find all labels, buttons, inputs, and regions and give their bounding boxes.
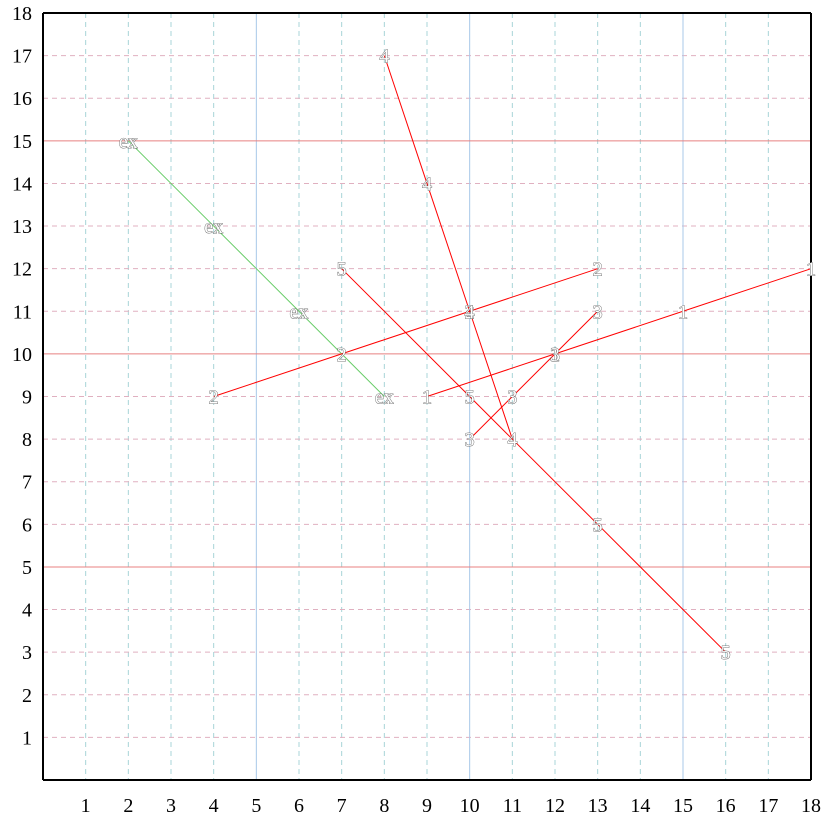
- point-label-series-0: ex: [204, 216, 223, 238]
- y-tick-label: 6: [22, 514, 32, 536]
- y-tick-label: 1: [22, 727, 32, 749]
- x-tick-label: 10: [460, 795, 480, 817]
- point-label-series-1: 1: [806, 259, 816, 281]
- y-tick-label: 14: [12, 173, 32, 195]
- point-label-series-0: ex: [290, 301, 309, 323]
- y-tick-label: 10: [12, 344, 32, 366]
- series-line-5: [341, 268, 727, 653]
- point-label-series-1: 1: [678, 301, 688, 323]
- point-label-series-3: 3: [507, 387, 517, 409]
- series-line-3: [469, 310, 599, 440]
- y-tick-label: 17: [12, 46, 32, 68]
- y-tick-label: 5: [22, 557, 32, 579]
- series-line-1: [426, 268, 812, 397]
- y-tick-label: 12: [12, 259, 32, 281]
- y-tick-label: 7: [22, 472, 32, 494]
- point-label-series-5: 5: [465, 387, 475, 409]
- point-label-series-0: ex: [119, 131, 138, 153]
- x-tick-label: 9: [422, 795, 432, 817]
- point-label-series-0: ex: [375, 387, 394, 409]
- point-label-series-3: 3: [550, 344, 560, 366]
- x-tick-label: 6: [294, 795, 304, 817]
- x-tick-label: 8: [379, 795, 389, 817]
- point-label-series-2: 2: [337, 344, 347, 366]
- point-label-series-3: 3: [465, 429, 475, 451]
- axes: 1 2 3 4 5 6 7 8 9 10 11 12 13 14 15 16 17 181234567891011…: [12, 3, 821, 817]
- x-tick-label: 17: [758, 795, 778, 817]
- point-label-series-5: 5: [337, 259, 347, 281]
- point-label-series-3: 3: [593, 301, 603, 323]
- point-label-series-1: 1: [550, 344, 560, 366]
- x-tick-label: 14: [630, 795, 650, 817]
- point-label-series-1: 1: [422, 387, 432, 409]
- point-label-series-2: 2: [593, 259, 603, 281]
- grid: [43, 13, 811, 780]
- series-line-4: [383, 55, 513, 440]
- point-label-series-4: 4: [507, 429, 517, 451]
- y-tick-label: 11: [13, 301, 32, 323]
- series-lines: [127, 55, 812, 653]
- x-tick-label: 7: [337, 795, 347, 817]
- y-tick-label: 18: [12, 3, 32, 25]
- y-tick-label: 16: [12, 88, 32, 110]
- point-label-series-5: 5: [721, 642, 731, 664]
- x-tick-label: 2: [123, 795, 133, 817]
- x-tick-label: 5: [251, 795, 261, 817]
- y-tick-label: 3: [22, 642, 32, 664]
- x-tick-label: 16: [716, 795, 736, 817]
- x-tick-label: 12: [545, 795, 565, 817]
- x-tick-label: 3: [166, 795, 176, 817]
- x-tick-label: 18: [801, 795, 821, 817]
- x-tick-label: 11: [503, 795, 522, 817]
- y-tick-label: 2: [22, 685, 32, 707]
- y-tick-label: 15: [12, 131, 32, 153]
- point-label-series-4: 4: [465, 301, 475, 323]
- point-label-series-4: 4: [422, 173, 432, 195]
- x-tick-label: 15: [673, 795, 693, 817]
- point-labels: ex ex ex ex 1 1 1 1 2 2 2 2 3 3 3 3 4 4 4 4 5 5 5 5: [118, 45, 816, 664]
- x-tick-label: 1: [81, 795, 91, 817]
- x-tick-label: 4: [209, 795, 219, 817]
- point-label-series-2: 2: [465, 301, 475, 323]
- x-tick-label: 13: [588, 795, 608, 817]
- point-label-series-4: 4: [379, 46, 389, 68]
- y-tick-label: 4: [22, 600, 32, 622]
- y-tick-label: 9: [22, 387, 32, 409]
- point-label-series-2: 2: [209, 387, 219, 409]
- y-tick-label: 13: [12, 216, 32, 238]
- point-label-series-5: 5: [593, 514, 603, 536]
- y-tick-label: 8: [22, 429, 32, 451]
